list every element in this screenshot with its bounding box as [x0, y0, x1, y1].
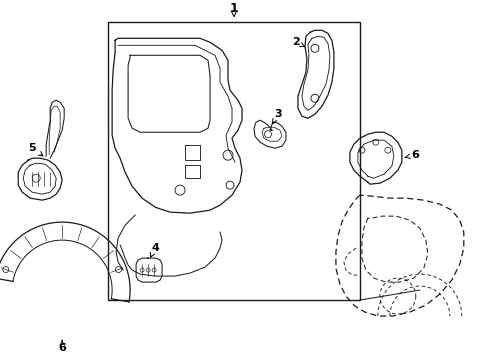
Bar: [108, 22, 359, 300]
Text: 6: 6: [405, 150, 418, 160]
Text: 5: 5: [28, 143, 43, 156]
Text: 1: 1: [229, 2, 238, 15]
Text: 4: 4: [150, 243, 159, 257]
Text: 3: 3: [272, 109, 281, 123]
Text: 6: 6: [58, 340, 66, 353]
Text: 2: 2: [291, 37, 305, 47]
